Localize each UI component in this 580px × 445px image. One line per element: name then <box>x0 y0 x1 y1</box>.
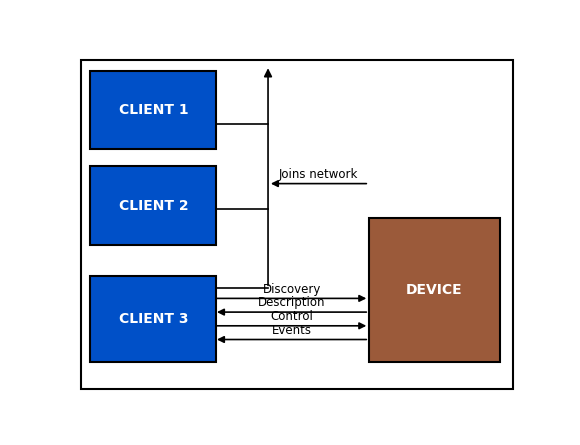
Text: CLIENT 1: CLIENT 1 <box>118 103 188 117</box>
Text: CLIENT 2: CLIENT 2 <box>118 199 188 213</box>
Text: Joins network: Joins network <box>279 168 358 181</box>
Text: DEVICE: DEVICE <box>406 283 463 297</box>
Text: Control: Control <box>270 310 313 323</box>
Text: CLIENT 3: CLIENT 3 <box>119 312 188 326</box>
Bar <box>90 276 216 362</box>
Text: Discovery: Discovery <box>262 283 321 295</box>
Bar <box>369 218 499 362</box>
Bar <box>90 166 216 245</box>
Bar <box>90 70 216 150</box>
Text: Events: Events <box>271 324 311 337</box>
Text: Description: Description <box>258 296 325 309</box>
